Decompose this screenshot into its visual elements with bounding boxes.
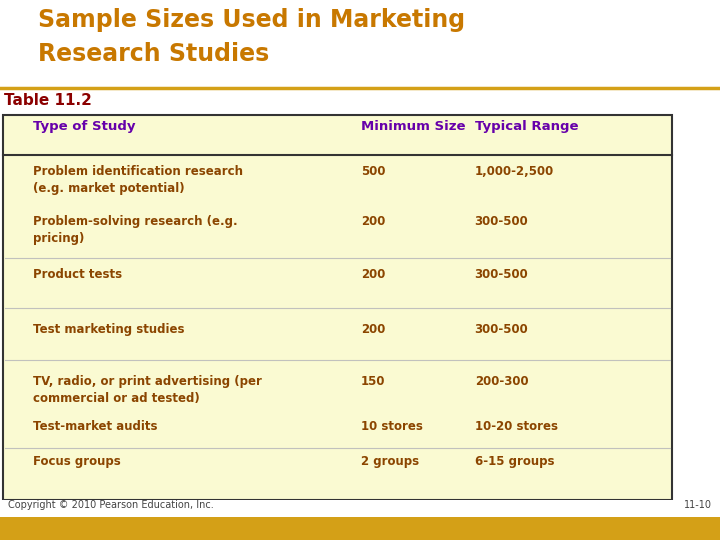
Text: 200-300: 200-300	[474, 375, 528, 388]
Text: Copyright © 2010 Pearson Education, Inc.: Copyright © 2010 Pearson Education, Inc.	[8, 500, 214, 510]
Text: Test-market audits: Test-market audits	[33, 420, 158, 433]
Text: Minimum Size: Minimum Size	[361, 120, 465, 133]
Text: 10-20 stores: 10-20 stores	[474, 420, 558, 433]
Text: 1,000-2,500: 1,000-2,500	[474, 165, 554, 178]
Text: Research Studies: Research Studies	[38, 42, 269, 66]
Text: 300-500: 300-500	[474, 323, 528, 336]
Text: 500: 500	[361, 165, 385, 178]
Text: 10 stores: 10 stores	[361, 420, 423, 433]
Bar	[0, 500, 720, 517]
Text: TV, radio, or print advertising (per
commercial or ad tested): TV, radio, or print advertising (per com…	[33, 375, 262, 405]
Text: 6-15 groups: 6-15 groups	[474, 455, 554, 468]
Text: 300-500: 300-500	[474, 268, 528, 281]
Text: Test marketing studies: Test marketing studies	[33, 323, 184, 336]
Text: Sample Sizes Used in Marketing: Sample Sizes Used in Marketing	[38, 8, 465, 32]
Text: Product tests: Product tests	[33, 268, 122, 281]
Text: 200: 200	[361, 268, 385, 281]
Bar	[0, 517, 720, 540]
Text: Problem identification research
(e.g. market potential): Problem identification research (e.g. ma…	[33, 165, 243, 195]
Text: Table 11.2: Table 11.2	[4, 93, 92, 108]
Text: 2 groups: 2 groups	[361, 455, 419, 468]
Text: 150: 150	[361, 375, 385, 388]
Text: Type of Study: Type of Study	[33, 120, 135, 133]
Text: 300-500: 300-500	[474, 215, 528, 228]
Text: Typical Range: Typical Range	[474, 120, 578, 133]
Text: 11-10: 11-10	[684, 500, 712, 510]
Bar	[3, 115, 672, 500]
Text: Problem-solving research (e.g.
pricing): Problem-solving research (e.g. pricing)	[33, 215, 238, 245]
Text: 200: 200	[361, 323, 385, 336]
Text: Focus groups: Focus groups	[33, 455, 121, 468]
Text: 200: 200	[361, 215, 385, 228]
